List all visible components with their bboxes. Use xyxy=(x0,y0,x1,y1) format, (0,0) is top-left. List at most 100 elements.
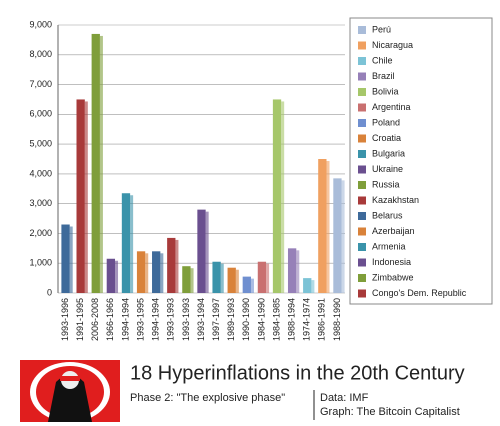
x-tick-label: 1966-1966 xyxy=(105,298,115,341)
legend-label: Brazil xyxy=(372,71,395,81)
x-tick-label: 1993-1993 xyxy=(181,298,191,341)
legend-swatch xyxy=(358,41,366,50)
legend-label: Congo's Dem. Republic xyxy=(372,288,467,298)
legend-label: Russia xyxy=(372,179,400,189)
legend-label: Chile xyxy=(372,55,393,65)
bar xyxy=(257,261,267,293)
bar-side xyxy=(175,239,179,293)
x-tick-label: 1994-1994 xyxy=(120,298,130,341)
legend-swatch xyxy=(358,103,366,112)
bar-side xyxy=(326,161,330,293)
y-tick-label: 6,000 xyxy=(29,109,52,119)
bar xyxy=(333,178,342,293)
legend-swatch xyxy=(358,72,366,81)
x-tick-label: 1986-1991 xyxy=(317,298,327,341)
y-tick-label: 3,000 xyxy=(29,198,52,208)
bar-side xyxy=(220,263,224,293)
bar xyxy=(91,33,100,293)
x-tick-label: 1990-1990 xyxy=(241,298,251,341)
bar xyxy=(76,99,85,293)
legend-swatch xyxy=(358,150,366,158)
legend-label: Bulgaria xyxy=(372,148,405,158)
legend-swatch xyxy=(358,196,366,205)
y-tick-label: 2,000 xyxy=(29,228,52,238)
bar xyxy=(61,224,70,293)
legend-swatch xyxy=(358,181,366,189)
bar xyxy=(303,278,312,293)
x-tick-label: 1993-1993 xyxy=(166,298,176,341)
credit: Graph: The Bitcoin Capitalist xyxy=(320,406,460,418)
bar xyxy=(106,258,116,293)
legend-swatch xyxy=(358,212,366,220)
legend-swatch xyxy=(358,57,366,65)
bar xyxy=(242,276,251,293)
bar-side xyxy=(250,278,254,293)
legend-swatch xyxy=(358,227,366,236)
bar-side xyxy=(115,260,119,293)
legend-swatch xyxy=(358,274,366,282)
bar xyxy=(182,266,191,293)
legend-box xyxy=(349,17,493,305)
y-tick-label: 5,000 xyxy=(29,138,52,148)
y-tick-label: 0 xyxy=(47,287,52,297)
bar-side xyxy=(296,250,300,293)
legend-label: Belarus xyxy=(372,210,403,220)
bar-side xyxy=(99,35,103,293)
y-tick-label: 9,000 xyxy=(29,19,52,29)
x-tick-label: 1989-1993 xyxy=(226,298,236,341)
subtitle: Phase 2: "The explosive phase" xyxy=(130,392,285,404)
bar xyxy=(167,237,176,293)
x-tick-label: 1988-1990 xyxy=(332,298,342,341)
legend-swatch xyxy=(358,243,366,251)
legend-label: Indonesia xyxy=(372,257,411,267)
y-tick-label: 1,000 xyxy=(29,258,52,268)
legend-label: Azerbaijan xyxy=(372,226,415,236)
bar-side xyxy=(190,268,194,293)
bar xyxy=(318,159,327,293)
legend-swatch xyxy=(358,134,366,143)
legend-label: Croatia xyxy=(372,133,401,143)
legend-label: Armenia xyxy=(372,241,406,251)
x-tick-label: 1993-1996 xyxy=(60,298,70,341)
y-tick-label: 7,000 xyxy=(29,79,52,89)
legend-swatch xyxy=(358,88,366,96)
legend-label: Bolivia xyxy=(372,86,399,96)
legend-label: Perú xyxy=(372,24,391,34)
legend-swatch xyxy=(358,289,366,298)
bar-side xyxy=(130,195,134,293)
legend-label: Zimbabwe xyxy=(372,272,414,282)
x-tick-label: 1984-1985 xyxy=(271,298,281,341)
bar-side xyxy=(235,269,239,293)
bar xyxy=(287,248,297,293)
bar-side xyxy=(205,211,209,293)
bar-side xyxy=(84,101,88,293)
y-tick-label: 8,000 xyxy=(29,49,52,59)
bar xyxy=(152,251,161,293)
legend-swatch xyxy=(358,26,366,34)
bar-side xyxy=(145,253,149,293)
x-tick-label: 1974-1974 xyxy=(302,298,312,341)
x-tick-label: 1988-1994 xyxy=(287,298,297,341)
bar-side xyxy=(160,253,164,293)
bar-side xyxy=(311,280,315,293)
logo xyxy=(20,360,120,422)
source: Data: IMF xyxy=(320,392,369,404)
bar xyxy=(136,251,146,293)
bar xyxy=(121,193,131,293)
legend-swatch xyxy=(358,165,366,174)
bar-side xyxy=(69,226,73,293)
legend-label: Kazakhstan xyxy=(372,195,419,205)
title: 18 Hyperinflations in the 20th Century xyxy=(130,362,465,384)
x-tick-label: 1991-1995 xyxy=(75,298,85,341)
x-tick-label: 1993-1995 xyxy=(135,298,145,341)
x-tick-label: 1997-1997 xyxy=(211,298,221,341)
legend-swatch xyxy=(358,258,366,267)
legend-label: Poland xyxy=(372,117,400,127)
x-tick-label: 1994-1994 xyxy=(151,298,161,341)
bar xyxy=(212,261,221,293)
bar xyxy=(272,99,282,293)
bar-side xyxy=(281,101,285,293)
x-tick-label: 2006-2008 xyxy=(90,298,100,341)
legend-label: Ukraine xyxy=(372,164,403,174)
